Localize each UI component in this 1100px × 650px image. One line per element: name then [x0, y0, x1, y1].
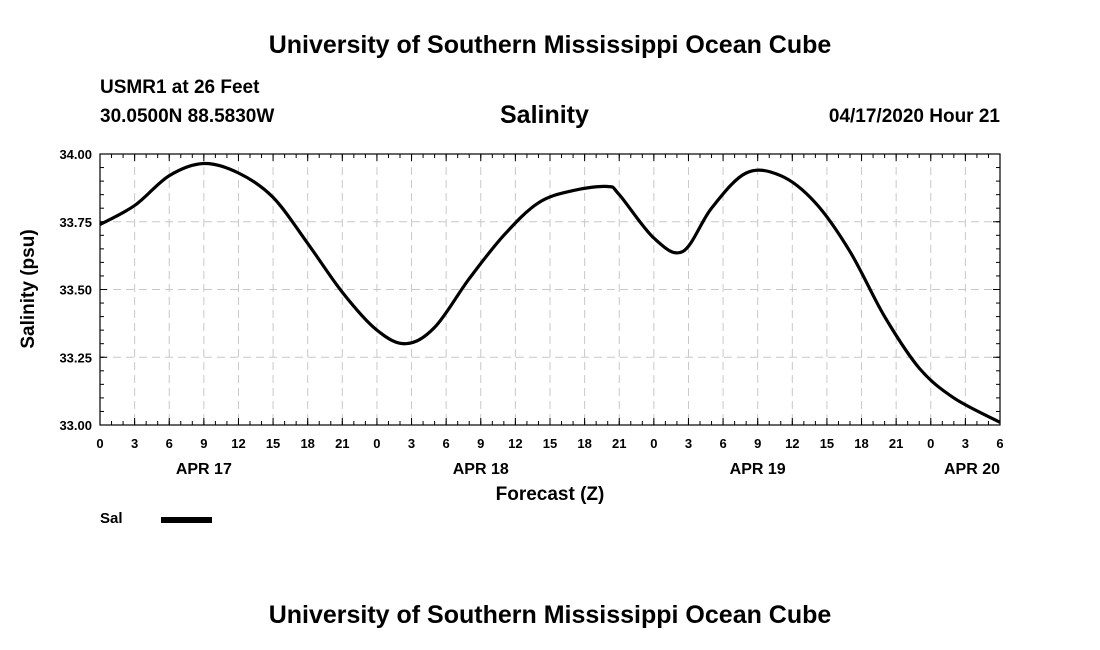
x-tick-label: 18 [854, 436, 868, 451]
x-tick-label: 12 [785, 436, 799, 451]
y-tick-label: 34.00 [59, 147, 92, 162]
x-tick-label: 9 [200, 436, 207, 451]
forecast-datetime: 04/17/2020 Hour 21 [828, 106, 1000, 127]
x-tick-label: 0 [927, 436, 934, 451]
x-tick-label: 0 [373, 436, 380, 451]
x-tick-label: 3 [408, 436, 415, 451]
x-tick-label: 6 [719, 436, 726, 451]
x-tick-label: 12 [231, 436, 245, 451]
station-label: USMR1 at 26 Feet [100, 77, 260, 98]
x-tick-label: 6 [443, 436, 450, 451]
legend-label: Sal [100, 510, 123, 527]
x-tick-label: 15 [266, 436, 280, 451]
x-axis-label: Forecast (Z) [496, 484, 605, 505]
x-tick-label: 3 [131, 436, 138, 451]
top-title: University of Southern Mississippi Ocean… [268, 31, 832, 59]
x-tick-label: 0 [650, 436, 657, 451]
x-tick-label: 3 [685, 436, 692, 451]
x-tick-label: 21 [612, 436, 626, 451]
date-label: APR 19 [730, 461, 786, 478]
y-axis-label: Salinity (psu) [18, 229, 39, 348]
x-tick-label: 3 [962, 436, 969, 451]
date-label: APR 20 [944, 461, 1000, 478]
x-tick-label: 15 [820, 436, 834, 451]
series-lines [99, 161, 1001, 424]
x-tick-label: 21 [335, 436, 349, 451]
y-tick-label: 33.75 [59, 215, 92, 230]
x-tick-label: 6 [166, 436, 173, 451]
bottom-title: University of Southern Mississippi Ocean… [268, 601, 832, 629]
date-label: APR 17 [176, 461, 232, 478]
x-tick-label: 18 [577, 436, 591, 451]
x-tick-label: 9 [754, 436, 761, 451]
series-line-sal [99, 161, 1001, 424]
legend-swatch [161, 517, 212, 523]
grid-lines [100, 153, 1000, 426]
y-tick-label: 33.00 [59, 418, 92, 433]
x-tick-label: 9 [477, 436, 484, 451]
station-coords: 30.0500N 88.5830W [100, 106, 275, 127]
x-tick-label: 6 [996, 436, 1003, 451]
x-tick-label: 21 [889, 436, 903, 451]
x-tick-labels: 0 3 6 9 12 15 18 21 0 3 6 9 12 15 18 21 0 3 6 9 12 15 18 21 0 3 6 [96, 436, 1003, 451]
date-labels: APR 17 APR 18 APR 19 APR 20 [176, 461, 1000, 478]
x-tick-label: 0 [96, 436, 103, 451]
y-tick-label: 33.25 [59, 350, 92, 365]
x-tick-label: 12 [508, 436, 522, 451]
y-tick-label: 33.50 [59, 283, 92, 298]
y-tick-labels: 33.00 33.25 33.50 33.75 34.00 [59, 147, 92, 433]
axis-ticks [99, 153, 1001, 426]
plot-frame [99, 153, 1001, 426]
x-tick-label: 18 [300, 436, 314, 451]
legend: Sal [100, 510, 123, 528]
chart-title: Salinity [500, 101, 589, 129]
date-label: APR 18 [453, 461, 509, 478]
x-tick-label: 15 [543, 436, 557, 451]
